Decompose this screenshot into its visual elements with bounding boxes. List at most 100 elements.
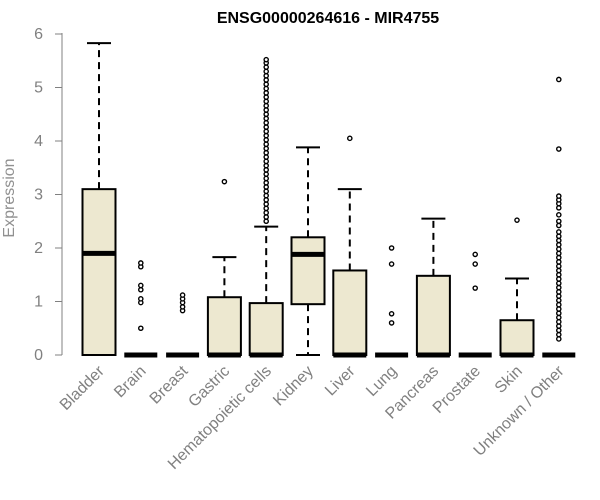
x-tick-label: Skin — [492, 363, 526, 397]
outlier-point — [263, 115, 270, 122]
outlier-point — [263, 56, 270, 63]
box-body — [290, 236, 326, 306]
box-group — [81, 42, 576, 358]
box-8 — [415, 217, 451, 358]
outlier-point — [263, 90, 270, 96]
outlier-point — [263, 145, 270, 152]
box-body — [332, 269, 368, 356]
y-tick-label: 5 — [34, 80, 43, 97]
outlier-point — [556, 280, 562, 287]
outlier-point — [556, 250, 562, 257]
box-body — [248, 302, 284, 357]
outlier-point — [263, 184, 270, 190]
outlier-point — [263, 68, 270, 75]
outlier-point — [137, 282, 144, 289]
outlier-point — [556, 297, 562, 304]
outlier-point — [263, 171, 270, 177]
outlier-point — [556, 319, 562, 325]
outlier-point — [263, 149, 270, 156]
box-1 — [124, 260, 158, 358]
outlier-point — [263, 179, 270, 186]
outlier-point — [263, 120, 270, 126]
outlier-point — [556, 276, 562, 282]
box-4 — [248, 56, 284, 358]
outlier-point — [263, 201, 270, 207]
outlier-point — [556, 306, 562, 312]
outlier-point — [556, 241, 562, 248]
x-tick-label: Brain — [111, 363, 149, 401]
outlier-point — [556, 246, 562, 252]
outlier-point — [137, 296, 144, 302]
outlier-point — [263, 124, 270, 130]
outlier-point — [556, 267, 562, 274]
y-tick-label: 3 — [34, 187, 43, 204]
outlier-point — [263, 85, 270, 92]
outlier-point — [472, 285, 479, 291]
outlier-point — [263, 98, 270, 105]
box-body — [499, 319, 535, 357]
outlier-point — [556, 212, 562, 218]
outlier-point — [137, 286, 144, 293]
outlier-point — [556, 146, 562, 152]
outlier-point — [556, 301, 562, 308]
x-tick-label: Kidney — [270, 363, 317, 410]
outlier-point — [472, 251, 479, 258]
outlier-point — [556, 327, 562, 334]
outlier-point — [263, 141, 270, 148]
outlier-point — [263, 188, 270, 195]
outlier-point — [137, 325, 144, 332]
outlier-point — [556, 263, 562, 269]
outlier-point — [556, 193, 562, 199]
box-9 — [458, 251, 492, 358]
outlier-point — [556, 336, 562, 342]
y-tick-label: 6 — [34, 26, 43, 43]
outlier-point — [263, 158, 270, 165]
outlier-point — [556, 284, 562, 291]
x-tick-label: Bladder — [57, 362, 108, 413]
outlier-point — [514, 217, 520, 223]
box-2 — [166, 292, 200, 358]
outlier-point — [263, 218, 270, 225]
outlier-point — [263, 192, 270, 199]
outlier-point — [556, 293, 562, 299]
outlier-point — [263, 81, 270, 88]
y-tick-label: 1 — [34, 294, 43, 311]
outlier-point — [556, 222, 562, 229]
outlier-point — [263, 162, 270, 169]
y-tick-label: 4 — [34, 133, 43, 150]
outlier-point — [179, 304, 186, 310]
box-body — [415, 274, 451, 357]
outlier-point — [472, 261, 479, 267]
outlier-point — [556, 314, 562, 321]
outlier-point — [556, 76, 562, 83]
outlier-point — [263, 77, 270, 83]
outlier-point — [263, 197, 270, 203]
outlier-point — [263, 102, 270, 109]
box-body — [81, 188, 117, 356]
box-10 — [499, 217, 535, 358]
outlier-point — [263, 167, 270, 173]
box-5 — [290, 146, 326, 356]
box-0 — [81, 42, 117, 356]
x-tick-label: Liver — [322, 362, 359, 399]
outlier-point — [263, 64, 270, 70]
outlier-point — [556, 289, 562, 295]
box-11 — [542, 76, 576, 358]
y-axis-label: Expression — [1, 158, 18, 237]
outlier-point — [556, 233, 562, 240]
outlier-point — [556, 331, 562, 338]
outlier-point — [137, 260, 144, 266]
box-7 — [375, 245, 409, 358]
outlier-point — [556, 259, 562, 265]
outlier-point — [263, 72, 270, 79]
outlier-point — [179, 292, 186, 298]
x-tick-label: Lung — [363, 363, 400, 400]
x-tick-label: Breast — [147, 362, 192, 407]
outlier-point — [388, 245, 395, 251]
outlier-point — [263, 214, 270, 220]
outlier-point — [263, 111, 270, 118]
outlier-point — [263, 128, 270, 135]
